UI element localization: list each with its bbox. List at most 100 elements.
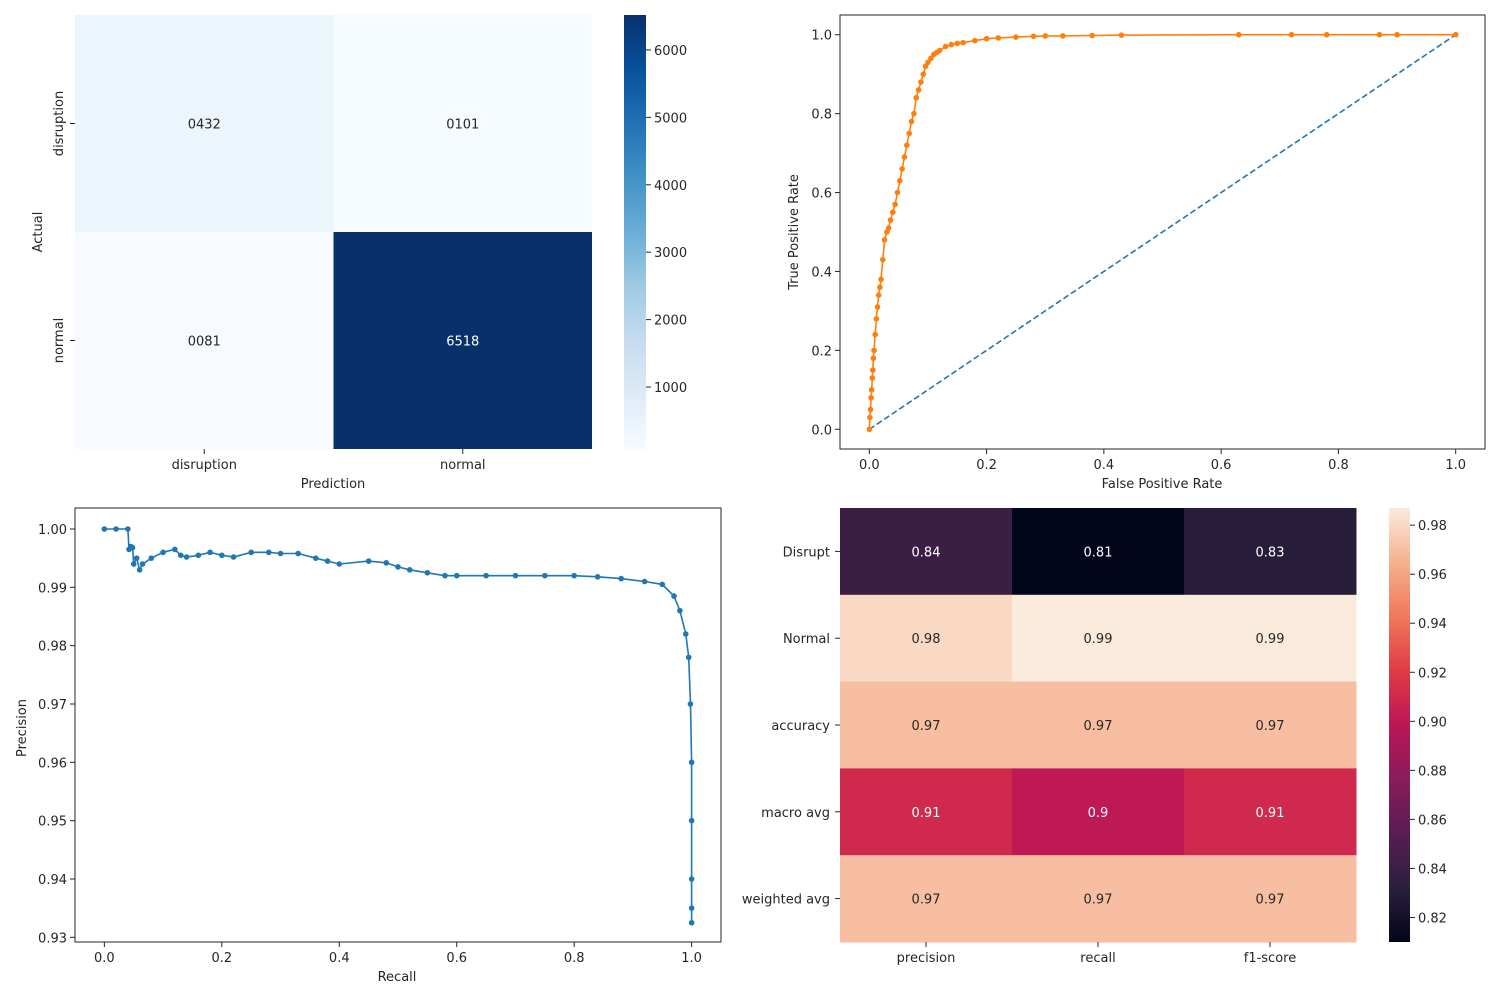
roc-point — [972, 37, 978, 44]
pr-point — [688, 876, 695, 882]
cm-colorbar — [624, 15, 646, 449]
roc-point — [1376, 31, 1383, 38]
roc-ylabel: True Positive Rate — [787, 174, 802, 291]
roc-point — [885, 225, 892, 231]
pr-point — [160, 549, 166, 556]
roc-point — [1118, 32, 1125, 38]
report-colorbar-tick-label: 0.86 — [1418, 813, 1447, 828]
roc-point — [983, 35, 990, 42]
report-xtick-label: precision — [897, 951, 956, 966]
report-cell-label: 0.81 — [1084, 545, 1113, 560]
pr-point — [685, 654, 692, 661]
roc-ytick-label: 1.0 — [811, 29, 832, 44]
report-cell-label: 0.83 — [1256, 545, 1285, 560]
roc-point — [1288, 31, 1295, 38]
pr-point — [195, 552, 202, 559]
roc-point — [870, 367, 876, 373]
confusion-matrix-panel: 0432 0101 0081 6518 disruption normal disrupti… — [52, 15, 687, 473]
roc-point — [877, 284, 883, 291]
cm-xtick-label: disruption — [172, 458, 237, 473]
roc-point — [871, 347, 877, 354]
pr-point — [641, 578, 648, 585]
pr-point — [594, 574, 601, 580]
report-cell — [1012, 594, 1185, 683]
roc-ytick-label: 0.2 — [811, 344, 832, 359]
pr-point — [324, 558, 331, 564]
roc-frame — [839, 14, 1486, 450]
report-cell-label: 0.97 — [1256, 893, 1285, 908]
pr-point — [130, 561, 137, 567]
pr-point — [125, 526, 131, 532]
report-colorbar-tick-label: 0.92 — [1418, 666, 1447, 681]
roc-point — [1060, 33, 1066, 39]
roc-xtick-label: 0.6 — [1211, 458, 1232, 473]
pr-xtick-label: 0.4 — [329, 951, 350, 966]
report-cell — [1184, 768, 1357, 856]
roc-ytick-label: 0.4 — [811, 265, 832, 280]
pr-point — [688, 905, 695, 911]
report-cell — [840, 855, 1013, 943]
roc-series-line — [868, 34, 1457, 430]
pr-point — [139, 561, 146, 567]
report-cell-label: 0.9 — [1088, 806, 1109, 821]
pr-ytick-label: 0.99 — [38, 581, 67, 596]
pr-point — [688, 817, 695, 824]
pr-point — [277, 550, 284, 557]
roc-point — [880, 256, 886, 263]
roc-point — [901, 154, 908, 160]
cm-xlabel: Prediction — [301, 477, 366, 492]
roc-point — [995, 35, 1002, 41]
report-cell — [1184, 508, 1357, 596]
roc-point — [942, 43, 949, 50]
roc-xtick-label: 0.0 — [859, 458, 880, 473]
roc-point — [1394, 31, 1400, 38]
roc-point — [1452, 31, 1459, 38]
report-colorbar-tick-label: 0.98 — [1418, 519, 1447, 534]
report-ytick-label: macro avg — [761, 806, 830, 821]
pr-point — [688, 919, 695, 926]
pr-point — [542, 572, 548, 579]
pr-point — [312, 555, 319, 561]
cm-cell — [75, 232, 334, 449]
roc-point — [918, 79, 924, 85]
pr-frame — [74, 507, 722, 943]
roc-point — [925, 59, 931, 66]
pr-point — [336, 561, 343, 567]
roc-point — [915, 87, 922, 93]
roc-curve-panel: 0.0 0.2 0.4 0.6 0.8 1.0 0.0 0.2 0.4 0.6 0.8 1.0 — [811, 14, 1486, 473]
report-colorbar-tick-label: 0.90 — [1418, 715, 1447, 730]
report-cell — [840, 681, 1013, 769]
roc-point — [1323, 31, 1330, 38]
roc-point — [1089, 32, 1095, 39]
roc-point — [911, 110, 917, 117]
pr-point — [682, 631, 689, 637]
report-cell-label: 0.97 — [912, 893, 941, 908]
roc-point — [869, 375, 876, 381]
roc-point — [873, 316, 880, 322]
report-cell-label: 0.98 — [912, 632, 941, 647]
pr-ytick-label: 1.00 — [38, 523, 67, 538]
pr-series-line — [104, 528, 693, 923]
report-cell-label: 0.99 — [1256, 632, 1285, 647]
pr-ytick-label: 0.94 — [38, 873, 67, 888]
report-xtick-label: recall — [1080, 951, 1115, 966]
report-cell — [1184, 594, 1357, 683]
pr-point — [101, 526, 108, 532]
roc-point — [899, 166, 905, 172]
roc-point — [960, 39, 966, 46]
report-cell — [1012, 681, 1185, 769]
report-colorbar-tick-label: 0.84 — [1418, 862, 1447, 877]
pr-xtick-label: 1.0 — [681, 951, 702, 966]
report-cell — [1012, 768, 1185, 856]
pr-point — [248, 549, 254, 556]
pr-point — [383, 560, 390, 566]
report-cell-label: 0.97 — [1256, 719, 1285, 734]
pr-point — [442, 572, 448, 579]
roc-xlabel: False Positive Rate — [1102, 477, 1223, 492]
cm-colorbar-tick-label: 5000 — [654, 111, 687, 126]
pr-point — [133, 555, 140, 561]
report-ytick-label: weighted avg — [742, 893, 830, 908]
report-ytick-label: Disrupt — [783, 545, 830, 560]
roc-point — [867, 406, 874, 413]
roc-xtick-label: 0.4 — [1094, 458, 1115, 473]
